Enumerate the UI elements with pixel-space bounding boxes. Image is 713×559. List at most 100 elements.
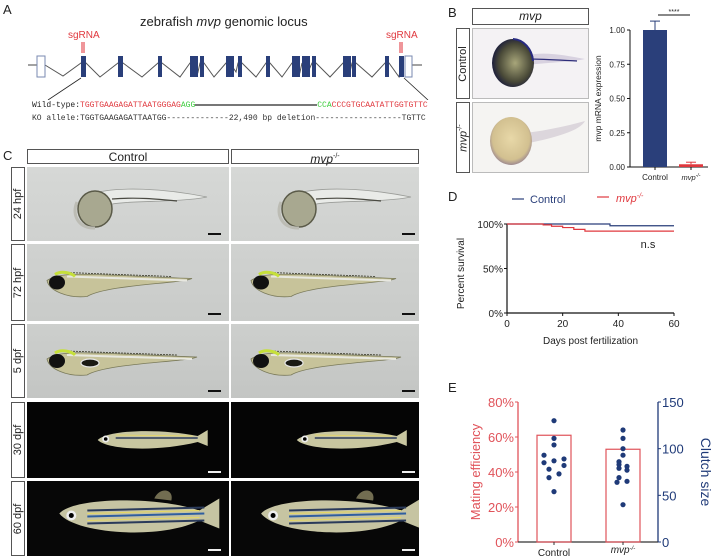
survival-curve-mvp <box>507 223 674 232</box>
larva-eye <box>253 354 269 368</box>
y2-tick-label: 150 <box>662 395 684 410</box>
clutch-dot <box>546 466 552 472</box>
coding-exon <box>230 56 234 77</box>
fish-image-control-60-dpf <box>27 481 229 556</box>
wt-label: Wild-type: <box>32 101 81 110</box>
clutch-dot <box>551 435 557 441</box>
clutch-dot <box>616 475 622 481</box>
scale-bar <box>402 233 415 235</box>
ko-label: KO allele: <box>32 114 81 123</box>
sgrna-label-right: sgRNA <box>386 30 418 41</box>
ko-sequence: KO allele:TGGTGAAGAGATTAATGG------------… <box>32 114 426 124</box>
significance-label: n.s <box>641 239 656 251</box>
mating-bar <box>605 448 641 543</box>
clutch-dot <box>620 446 626 452</box>
fish-image-mvp-72-hpf <box>231 244 419 321</box>
embryo-head <box>73 201 96 230</box>
swim-bladder <box>80 358 100 368</box>
coding-exon <box>266 56 270 77</box>
larva-head-pigment <box>258 349 281 357</box>
coding-exon <box>292 56 296 77</box>
row-label-text: 30 dpf <box>12 424 24 456</box>
ish-image-control <box>472 28 589 99</box>
clutch-dot <box>556 471 562 477</box>
scale-bar <box>402 390 415 392</box>
sup: -/- <box>696 173 701 179</box>
y-tick-label: 0% <box>489 309 504 320</box>
coding-exon <box>226 56 230 77</box>
panel-a-letter: A <box>3 2 12 17</box>
coding-exon <box>200 56 204 77</box>
clutch-dot <box>620 435 626 441</box>
clutch-dot <box>546 475 552 481</box>
fish-pupil <box>103 437 108 441</box>
wt-sequence: Wild-type:TGGTGAAGAGATTAATGGGAGAGG CCACCC… <box>32 101 428 111</box>
zoom-line-left <box>47 77 82 100</box>
fish-stripe <box>87 506 205 512</box>
fish-pupil <box>270 513 276 518</box>
y-tick-label: 0.00 <box>609 163 625 172</box>
fish-pupil <box>68 513 74 518</box>
panel-c-row-label: 72 hpf <box>11 244 25 321</box>
scale-bar <box>208 549 221 551</box>
sgrna-marker-right <box>399 42 403 53</box>
larva-eye <box>49 354 65 368</box>
fish-image-control-72-hpf <box>27 244 229 321</box>
fish-image-control-24-hpf <box>27 167 229 241</box>
scale-bar <box>402 549 415 551</box>
coding-exon <box>194 56 198 77</box>
larva-head-pigment <box>54 270 77 278</box>
panel-c-header-mvp: mvp-/- <box>231 149 419 166</box>
scale-bar <box>208 233 221 235</box>
mating-bar <box>536 434 572 543</box>
larva-notochord <box>66 275 188 282</box>
fish-image-mvp-24-hpf <box>231 167 419 241</box>
panel-b-header-text: mvp <box>519 9 542 23</box>
coding-exon <box>190 56 194 77</box>
panel-c-header-control: Control <box>27 149 229 164</box>
scale-bar <box>402 471 415 473</box>
y2-tick-label: 100 <box>662 442 684 457</box>
clutch-dot <box>620 502 626 508</box>
fish-stripe <box>87 512 205 518</box>
ish-image-mvp <box>472 102 589 173</box>
coding-exon <box>352 56 356 77</box>
title-gene: mvp <box>196 14 221 29</box>
larva-eye <box>49 275 65 290</box>
significance-label: **** <box>669 9 680 16</box>
clutch-dot <box>614 479 620 485</box>
fish-stripe-yellow <box>87 510 200 514</box>
fish-body <box>97 430 208 449</box>
coding-exon <box>302 56 306 77</box>
embryo-tail <box>289 188 412 206</box>
row-label-text: 60 dpf <box>12 503 24 534</box>
sgrna-marker-left <box>81 42 85 53</box>
y-axis-label: Percent survival <box>456 238 467 309</box>
y-tick-label: 60% <box>488 430 514 445</box>
coding-exon <box>306 56 310 77</box>
y-tick-label: 40% <box>488 465 514 480</box>
legend-label-mvp: mvp-/- <box>616 193 644 205</box>
y-tick-label: 0.25 <box>609 129 625 138</box>
row-label-text: 5 dpf <box>12 348 24 374</box>
bar <box>679 164 703 167</box>
panel-b-letter: B <box>448 5 457 20</box>
clutch-dot <box>616 465 622 471</box>
coding-exon <box>81 56 86 77</box>
fish-body <box>296 430 407 449</box>
panel-c-row-label: 60 dpf <box>11 481 25 556</box>
x-tick-label: 40 <box>613 319 625 330</box>
panel-d-letter: D <box>448 189 458 204</box>
exon-utr-5 <box>36 55 46 78</box>
scale-bar <box>208 471 221 473</box>
scale-bar <box>402 313 415 315</box>
bar <box>643 30 667 167</box>
mating-chart: 0% 20% 40% 60% 80% 0 50 100 150 Mating efficiency… <box>468 395 713 559</box>
row-label: mvp-/- <box>457 124 470 151</box>
expression-bar-chart: 0.00 0.25 0.50 0.75 1.00 mvp mRNA expression C… <box>593 9 708 182</box>
clutch-dot <box>620 452 626 458</box>
x-axis-label: Days post fertilization <box>543 336 638 347</box>
survival-curve-control <box>507 223 674 227</box>
dorsal-fin <box>356 490 374 501</box>
x-tick-label: mvp-/- <box>682 173 701 182</box>
